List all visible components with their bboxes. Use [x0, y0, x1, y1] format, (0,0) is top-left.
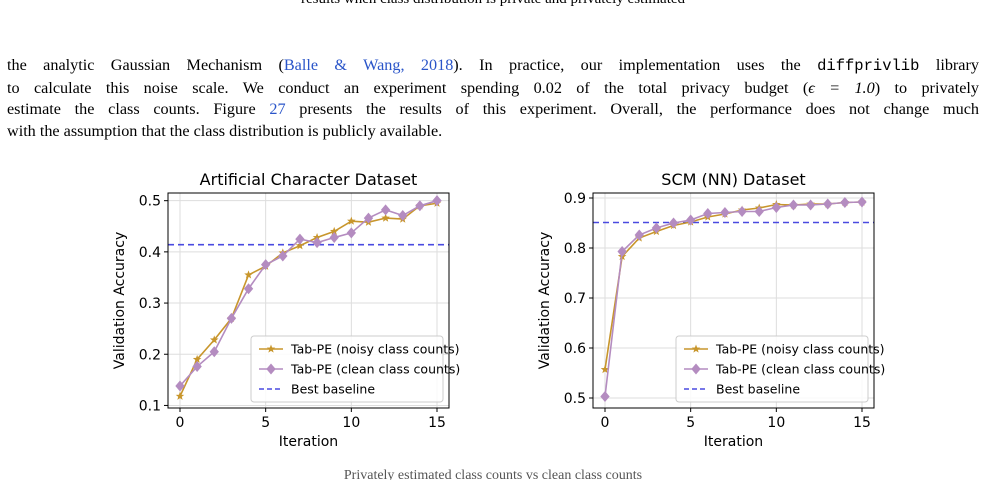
text-run: the analytic Gaussian Mechanism ( — [7, 56, 284, 74]
x-axis-label: Iteration — [704, 434, 763, 450]
data-point — [600, 391, 610, 402]
tick-label-x: 10 — [342, 415, 360, 431]
data-point — [432, 195, 442, 207]
data-point — [346, 227, 357, 239]
tick-label-x: 10 — [767, 415, 785, 431]
chart-artificial-character: 0 5 10 15 0.1 0.2 0.3 0.4 0.5 Artificial Characte… — [112, 170, 460, 450]
data-point — [244, 270, 253, 279]
math-epsilon: ϵ = 1.0 — [808, 78, 875, 97]
tick-label-x: 5 — [261, 415, 270, 431]
data-point — [226, 312, 237, 324]
data-point — [754, 206, 764, 217]
data-point — [857, 196, 867, 208]
data-point — [312, 237, 322, 249]
data-point — [175, 380, 185, 392]
y-axis-label: Validation Accuracy — [112, 232, 128, 370]
data-point — [192, 354, 202, 364]
text-run: estimate the class counts. Figure — [7, 100, 270, 118]
tick-label-y: 0.8 — [564, 241, 586, 257]
data-point — [363, 212, 374, 224]
legend-label: Tab-PE (clean class counts) — [715, 362, 885, 377]
legend-label: Tab-PE (clean class counts) — [290, 362, 460, 377]
series-line-clean — [179, 199, 438, 387]
legend-swatch-diamond — [266, 363, 276, 375]
tick-label-y: 0.7 — [564, 291, 586, 307]
legend-label: Tab-PE (noisy class counts) — [715, 342, 885, 357]
data-point — [175, 391, 185, 400]
data-point — [329, 226, 339, 236]
data-point — [381, 213, 390, 222]
data-point — [720, 207, 730, 218]
x-axis-label: Iteration — [279, 434, 338, 450]
text-run: to calculate this noise scale. We conduc… — [7, 78, 809, 97]
tick-label-x: 15 — [853, 415, 871, 431]
figure-ref-link[interactable]: 27 — [269, 100, 286, 118]
data-point — [771, 202, 782, 213]
tick-label-y: 0.1 — [139, 398, 161, 414]
data-point — [209, 346, 219, 358]
data-point — [415, 200, 425, 212]
data-point — [651, 222, 662, 234]
paragraph-line-4: with the assumption that the class distr… — [7, 121, 443, 140]
data-point — [209, 335, 219, 344]
data-point — [312, 233, 322, 242]
tick-label-y: 0.6 — [564, 341, 586, 357]
tick-label-x: 0 — [176, 415, 185, 431]
text-run: library — [919, 56, 979, 74]
text-run: ). In practice, our implementation uses … — [453, 56, 818, 74]
paragraph-line-2: to calculate this noise scale. We conduc… — [7, 78, 979, 100]
plot-frame — [592, 192, 875, 409]
data-point — [295, 233, 305, 245]
legend-label: Tab-PE (noisy class counts) — [290, 342, 460, 357]
data-point — [192, 361, 202, 373]
data-point — [737, 206, 747, 217]
legend-label: Best baseline — [716, 382, 800, 397]
paragraph-line-1: the analytic Gaussian Mechanism (Balle &… — [7, 55, 979, 78]
tick-label-y: 0.3 — [139, 296, 161, 312]
legend-swatch-star — [691, 344, 701, 353]
legend-label: Best baseline — [291, 382, 375, 397]
top-figure-caption: results when class distribution is priva… — [0, 0, 986, 9]
tick-label-x: 5 — [686, 415, 695, 431]
data-point — [260, 259, 271, 271]
citation-link[interactable]: Balle & Wang, 2018 — [283, 56, 454, 74]
tick-label-y: 0.2 — [139, 347, 161, 363]
legend-box — [675, 335, 869, 403]
legend-swatch-star — [266, 344, 276, 353]
data-point — [329, 232, 339, 244]
chart-scm-nn: 0 5 10 15 0.5 0.6 0.7 0.8 0.9 SCM (NN) Dataset Ite… — [537, 170, 885, 450]
data-point — [278, 250, 288, 262]
data-point — [668, 217, 679, 229]
data-point — [380, 204, 391, 216]
code-diffprivlib: diffprivlib — [817, 57, 920, 75]
data-point — [398, 210, 408, 222]
data-point — [788, 199, 799, 211]
data-point — [823, 198, 833, 210]
tick-label-y: 0.9 — [564, 191, 586, 207]
tick-label-x: 0 — [601, 415, 610, 431]
tick-label-x: 15 — [428, 415, 446, 431]
data-point — [840, 197, 850, 208]
data-point — [243, 283, 254, 295]
data-point — [805, 199, 816, 211]
bottom-figure-caption: Privately estimated class counts vs clea… — [343, 468, 643, 480]
data-point — [347, 216, 356, 225]
chart-title: Artificial Character Dataset — [200, 170, 418, 189]
chart-title: SCM (NN) Dataset — [661, 170, 805, 189]
legend-box — [250, 335, 444, 403]
tick-label-y: 0.5 — [139, 194, 161, 210]
series-line-clean — [604, 201, 863, 397]
data-point — [295, 241, 305, 250]
tick-label-y: 0.5 — [564, 391, 586, 407]
paragraph-line-3: estimate the class counts. Figure 27 pre… — [7, 99, 979, 121]
text-run: presents the results of this experiment.… — [285, 100, 979, 118]
data-point — [703, 208, 713, 219]
data-point — [600, 365, 610, 374]
text-run: ) to privately — [874, 78, 979, 97]
plot-frame — [167, 192, 450, 409]
body-paragraph: the analytic Gaussian Mechanism (Balle &… — [7, 55, 979, 142]
data-point — [685, 214, 696, 226]
tick-label-y: 0.4 — [139, 245, 161, 261]
y-axis-label: Validation Accuracy — [537, 232, 553, 370]
